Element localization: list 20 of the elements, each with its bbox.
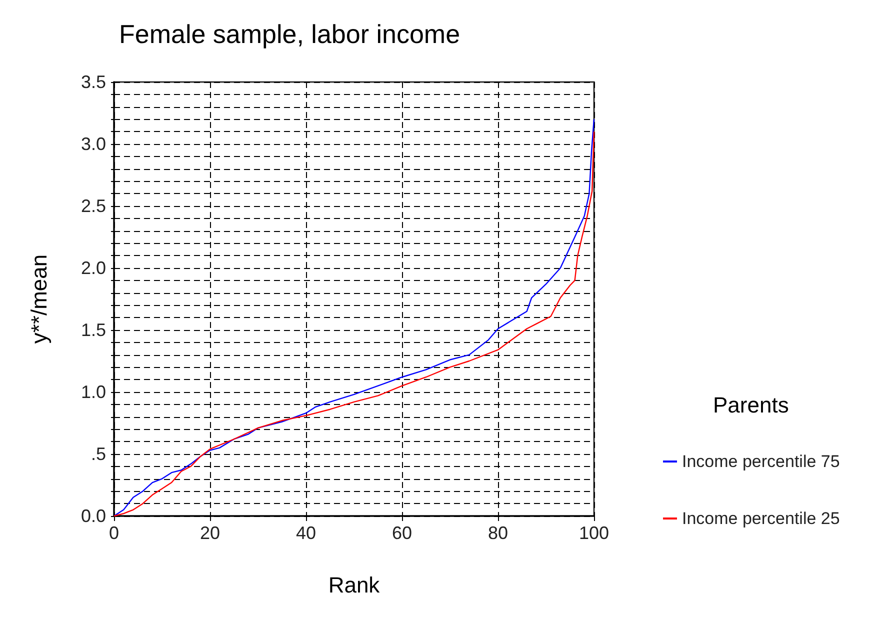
legend-title: Parents <box>713 392 789 418</box>
x-tick-label: 80 <box>488 523 508 543</box>
chart-title: Female sample, labor income <box>119 19 460 49</box>
legend-label: Income percentile 75 <box>682 452 840 471</box>
x-tick-label: 20 <box>200 523 220 543</box>
y-tick-label: .5 <box>90 444 106 464</box>
legend-label: Income percentile 25 <box>682 509 840 528</box>
x-tick-label: 0 <box>108 523 120 543</box>
y-tick-label: 3.0 <box>80 134 106 154</box>
x-tick-label: 100 <box>578 523 610 543</box>
y-tick-label: 1.0 <box>80 382 106 402</box>
y-tick-label: 1.5 <box>80 320 106 340</box>
y-tick-label: 2.5 <box>80 196 106 216</box>
y-tick-label: 2.0 <box>80 258 106 278</box>
y-tick-label: 3.5 <box>80 72 106 92</box>
y-axis-title: y**/mean <box>26 254 52 344</box>
x-tick-label: 40 <box>296 523 316 543</box>
x-tick-label: 60 <box>392 523 412 543</box>
y-tick-label: 0.0 <box>80 506 106 526</box>
x-axis-title: Rank <box>328 572 381 598</box>
